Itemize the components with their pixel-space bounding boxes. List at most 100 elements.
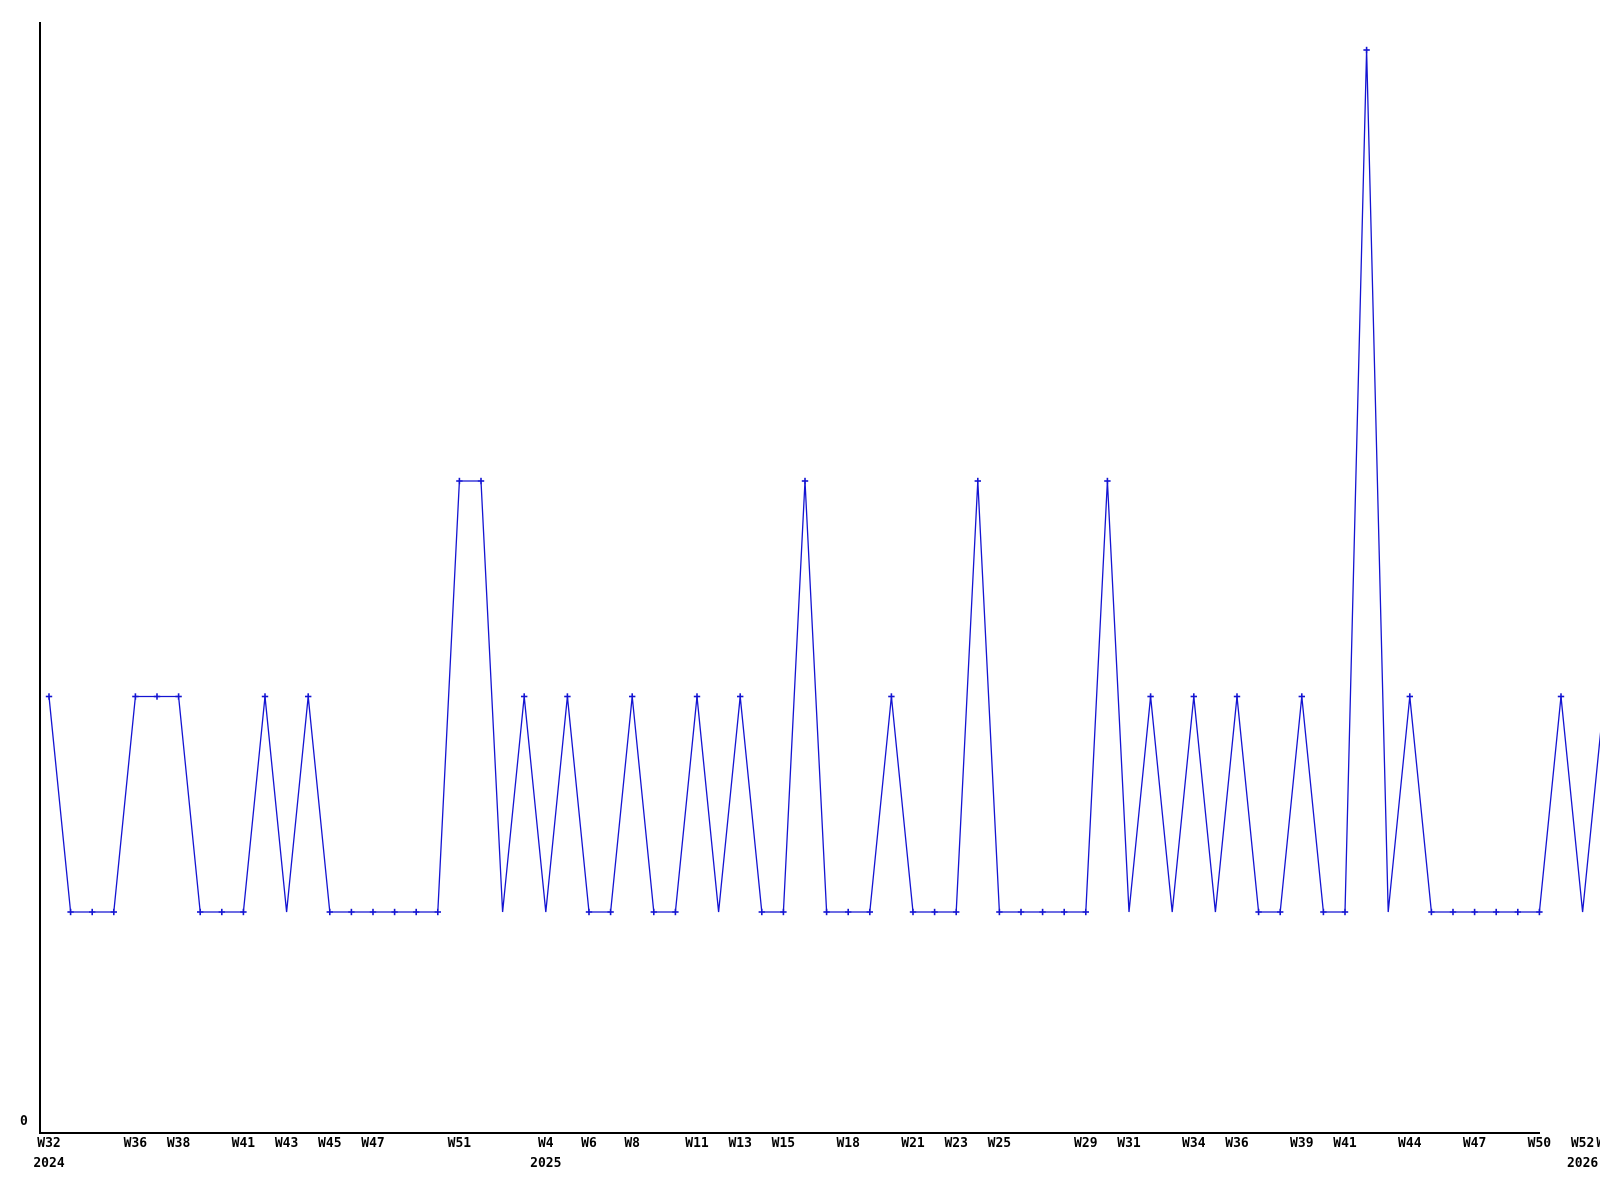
- data-point-marker: [974, 477, 981, 485]
- chart-axes: [39, 22, 1540, 1134]
- data-point-marker: [823, 908, 830, 916]
- x-tick-label: W6: [581, 1136, 597, 1151]
- x-tick-label: W32: [37, 1136, 61, 1151]
- data-point-marker: [1255, 908, 1262, 916]
- data-point-marker: [477, 477, 485, 485]
- x-tick-label: W36: [123, 1136, 148, 1151]
- data-point-marker: [1557, 693, 1565, 700]
- x-tick-label: W39: [1290, 1136, 1314, 1151]
- data-point-marker: [780, 908, 787, 916]
- data-point-marker: [845, 908, 852, 916]
- x-tick-label: W18: [836, 1136, 860, 1151]
- data-point-marker: [1341, 908, 1349, 916]
- data-point-marker: [650, 908, 657, 916]
- data-point-marker: [369, 908, 377, 916]
- data-point-marker: [1017, 908, 1025, 916]
- x-tick-label: W43: [274, 1136, 299, 1151]
- data-point-marker: [1514, 908, 1521, 916]
- x-tick-label: W21: [901, 1136, 925, 1151]
- data-point-marker: [1277, 908, 1284, 916]
- x-tick-label: W52: [1570, 1136, 1595, 1151]
- data-point-marker: [1104, 477, 1111, 485]
- data-point-marker: [45, 693, 53, 700]
- data-point-marker: [110, 908, 117, 916]
- x-tick-label: W45: [318, 1136, 342, 1151]
- data-point-marker: [391, 908, 398, 916]
- data-point-marker: [89, 908, 96, 916]
- data-point-marker: [240, 908, 247, 916]
- data-point-marker: [1147, 693, 1154, 700]
- x-tick-label: W11: [685, 1136, 709, 1151]
- x-tick-label: W47: [1462, 1136, 1487, 1151]
- data-point-marker: [1082, 908, 1089, 916]
- data-point-marker: [1428, 908, 1435, 916]
- x-tick-label: W8: [624, 1136, 641, 1151]
- x-tick-label: W4: [537, 1136, 554, 1151]
- data-point-marker: [801, 477, 809, 485]
- x-tick-label: W34: [1182, 1136, 1206, 1151]
- x-tick-label: W31: [1117, 1136, 1141, 1151]
- data-point-marker: [1493, 908, 1500, 916]
- x-tick-label: W51: [447, 1136, 472, 1151]
- x-tick-label: W29: [1074, 1136, 1098, 1151]
- x-tick-label: W44: [1398, 1136, 1422, 1151]
- data-point-marker: [737, 693, 744, 700]
- x-year-label: 2025: [530, 1156, 562, 1171]
- data-point-marker: [67, 908, 74, 916]
- x-tick-label: W41: [1333, 1136, 1357, 1151]
- data-point-marker: [758, 908, 765, 916]
- x-tick-label: W47: [361, 1136, 385, 1151]
- data-point-marker: [1406, 693, 1413, 700]
- data-point-marker: [953, 908, 960, 916]
- data-point-marker: [1320, 908, 1327, 916]
- data-point-marker: [1061, 908, 1068, 916]
- data-point-marker: [218, 908, 225, 916]
- data-point-marker: [564, 693, 571, 700]
- x-tick-label: W1: [1596, 1136, 1600, 1151]
- data-point-marker: [996, 908, 1003, 916]
- data-point-marker: [1363, 46, 1370, 54]
- data-point-marker: [629, 693, 636, 700]
- data-point-marker: [153, 693, 161, 700]
- data-point-marker: [1039, 908, 1046, 916]
- data-point-marker: [1471, 908, 1478, 916]
- data-point-marker: [1190, 693, 1197, 700]
- data-point-marker: [261, 693, 269, 700]
- x-tick-label: W36: [1225, 1136, 1249, 1151]
- data-point-marker: [693, 693, 701, 700]
- x-tick-label: W13: [728, 1136, 752, 1151]
- data-point-marker: [197, 908, 204, 916]
- series-line-path: [48, 49, 1600, 913]
- x-tick-label: W23: [944, 1136, 968, 1151]
- data-point-marker: [585, 908, 593, 916]
- data-point-marker: [672, 908, 679, 916]
- data-point-marker: [434, 908, 441, 916]
- data-point-marker: [1233, 693, 1241, 700]
- data-point-marker: [521, 693, 528, 700]
- x-tick-label: W38: [166, 1136, 191, 1151]
- data-point-marker: [305, 693, 312, 700]
- data-point-marker: [931, 908, 938, 916]
- series-markers: [45, 46, 1565, 916]
- data-point-marker: [413, 908, 420, 916]
- data-series-group: [45, 46, 1600, 916]
- data-point-marker: [1536, 908, 1543, 916]
- data-point-marker: [175, 693, 182, 700]
- y-axis-zero-label: 0: [20, 1114, 28, 1129]
- data-point-marker: [348, 908, 355, 916]
- data-point-marker: [1298, 693, 1305, 700]
- data-point-marker: [456, 477, 463, 485]
- axis-lines: [39, 22, 1540, 1134]
- data-point-marker: [607, 908, 614, 916]
- data-point-marker: [132, 693, 139, 700]
- x-tick-label: W25: [987, 1136, 1012, 1151]
- data-point-marker: [1449, 908, 1457, 916]
- x-tick-label: W41: [231, 1136, 256, 1151]
- data-point-marker: [326, 908, 333, 916]
- x-year-label: 2026: [1566, 1156, 1599, 1171]
- x-tick-label: W15: [771, 1136, 796, 1151]
- data-point-marker: [909, 908, 917, 916]
- x-year-label: 2024: [33, 1156, 65, 1171]
